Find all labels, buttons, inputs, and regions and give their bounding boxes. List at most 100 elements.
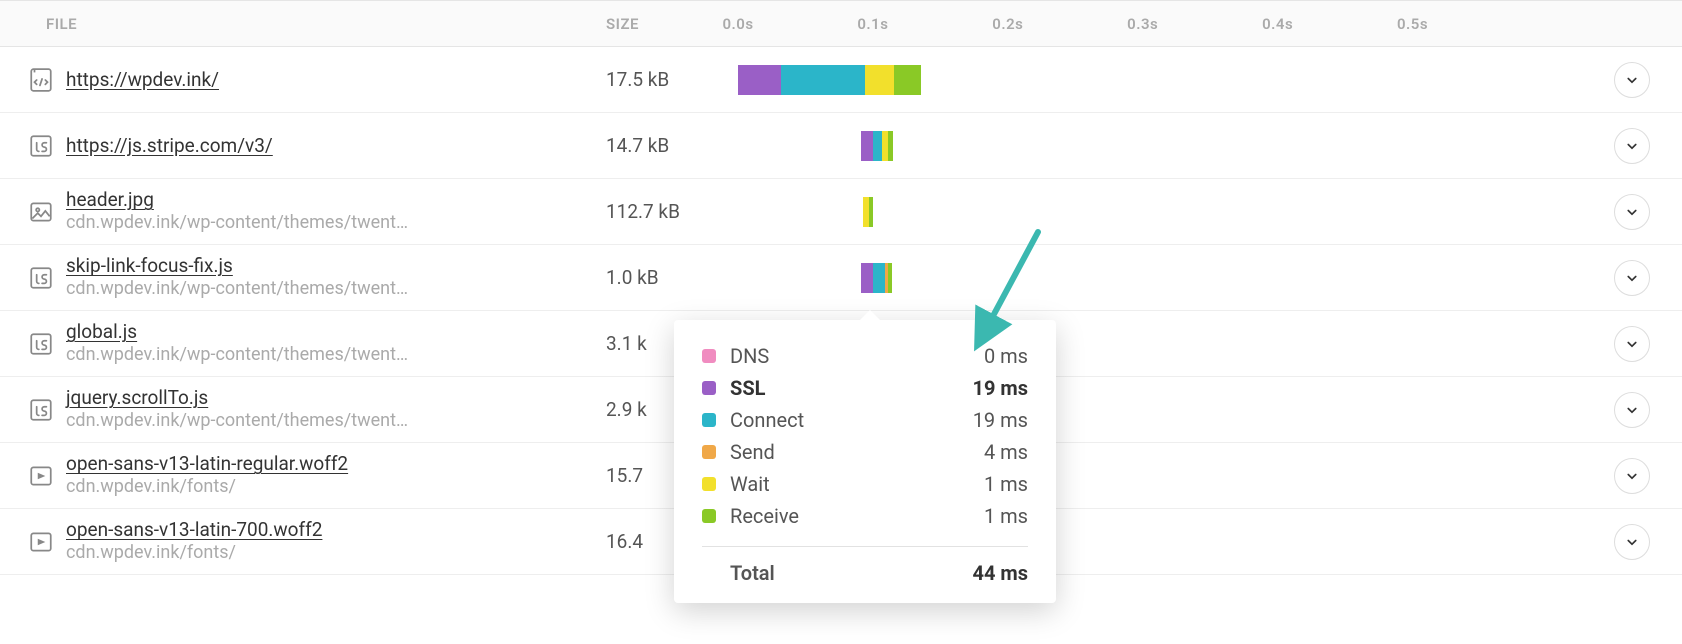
js-icon [28, 133, 54, 159]
tooltip-value: 19 ms [948, 404, 1028, 436]
expand-button[interactable] [1614, 326, 1650, 362]
swatch-receive [702, 509, 716, 523]
chevron-down-icon [1623, 335, 1641, 353]
tooltip-value: 4 ms [948, 436, 1028, 468]
tooltip-label: Wait [730, 468, 948, 500]
swatch-wait [702, 477, 716, 491]
segment-receive [894, 65, 921, 95]
expand-button[interactable] [1614, 392, 1650, 428]
tooltip-row-send: Send4 ms [702, 436, 1028, 468]
table-header: FILE SIZE 0.0s0.1s0.2s0.3s0.4s0.5s [0, 1, 1682, 47]
tick-label: 0.2s [992, 15, 1023, 33]
file-name[interactable]: global.js [66, 320, 408, 344]
tooltip-value: 1 ms [948, 468, 1028, 500]
js-icon [28, 265, 54, 291]
tooltip-total-value: 44 ms [948, 561, 1028, 585]
segment-ssl [861, 263, 873, 293]
file-size: 3.1 k [606, 332, 647, 355]
chevron-down-icon [1623, 137, 1641, 155]
col-header-file[interactable]: FILE [0, 15, 606, 33]
table-row[interactable]: https://wpdev.ink/17.5 kB [0, 47, 1682, 113]
timing-bar[interactable] [861, 263, 892, 293]
tooltip-value: 1 ms [948, 500, 1028, 532]
js-icon [28, 397, 54, 423]
timing-bar[interactable] [738, 65, 921, 95]
font-icon [28, 529, 54, 555]
col-header-timeline: 0.0s0.1s0.2s0.3s0.4s0.5s [726, 1, 1480, 46]
file-name[interactable]: open-sans-v13-latin-700.woff2 [66, 518, 322, 542]
tick-label: 0.1s [857, 15, 888, 33]
expand-button[interactable] [1614, 524, 1650, 560]
chevron-down-icon [1623, 467, 1641, 485]
html-icon [28, 67, 54, 93]
file-name[interactable]: open-sans-v13-latin-regular.woff2 [66, 452, 348, 476]
js-icon [28, 331, 54, 357]
expand-button[interactable] [1614, 62, 1650, 98]
tick-label: 0.3s [1127, 15, 1158, 33]
timing-tooltip: DNS0 msSSL19 msConnect19 msSend4 msWait1… [674, 320, 1056, 603]
segment-ssl [861, 131, 873, 161]
segment-receive [869, 197, 873, 227]
file-size: 14.7 kB [606, 134, 669, 157]
segment-connect [873, 263, 885, 293]
expand-button[interactable] [1614, 128, 1650, 164]
tooltip-total-row: Total 44 ms [702, 546, 1028, 585]
font-icon [28, 463, 54, 489]
table-row[interactable]: header.jpgcdn.wpdev.ink/wp-content/theme… [0, 179, 1682, 245]
tooltip-label: Send [730, 436, 948, 468]
segment-receive [888, 263, 892, 293]
tooltip-label: DNS [730, 340, 948, 372]
timing-bar[interactable] [861, 131, 893, 161]
chevron-down-icon [1623, 533, 1641, 551]
segment-connect [781, 65, 865, 95]
expand-button[interactable] [1614, 260, 1650, 296]
tooltip-row-connect: Connect19 ms [702, 404, 1028, 436]
tooltip-row-ssl: SSL19 ms [702, 372, 1028, 404]
tooltip-label: SSL [730, 372, 948, 404]
expand-button[interactable] [1614, 458, 1650, 494]
file-path: cdn.wpdev.ink/wp-content/themes/twent… [66, 278, 408, 301]
tooltip-label: Receive [730, 500, 948, 532]
swatch-send [702, 445, 716, 459]
timing-bar[interactable] [863, 197, 872, 227]
file-name[interactable]: header.jpg [66, 188, 408, 212]
tick-label: 0.0s [722, 15, 753, 33]
file-size: 15.7 [606, 464, 643, 487]
file-name[interactable]: https://js.stripe.com/v3/ [66, 134, 273, 158]
file-path: cdn.wpdev.ink/wp-content/themes/twent… [66, 410, 408, 433]
tooltip-value: 0 ms [948, 340, 1028, 372]
chevron-down-icon [1623, 401, 1641, 419]
swatch-ssl [702, 381, 716, 395]
expand-button[interactable] [1614, 194, 1650, 230]
file-name[interactable]: skip-link-focus-fix.js [66, 254, 408, 278]
segment-ssl [738, 65, 781, 95]
segment-wait [865, 65, 895, 95]
file-path: cdn.wpdev.ink/wp-content/themes/twent… [66, 212, 408, 235]
file-path: cdn.wpdev.ink/fonts/ [66, 542, 322, 565]
file-path: cdn.wpdev.ink/wp-content/themes/twent… [66, 344, 408, 367]
table-row[interactable]: https://js.stripe.com/v3/14.7 kB [0, 113, 1682, 179]
segment-connect [873, 131, 882, 161]
tooltip-label: Connect [730, 404, 948, 436]
tooltip-value: 19 ms [948, 372, 1028, 404]
img-icon [28, 199, 54, 225]
tooltip-row-receive: Receive1 ms [702, 500, 1028, 532]
file-size: 2.9 k [606, 398, 647, 421]
chevron-down-icon [1623, 269, 1641, 287]
file-path: cdn.wpdev.ink/fonts/ [66, 476, 348, 499]
chevron-down-icon [1623, 203, 1641, 221]
swatch-connect [702, 413, 716, 427]
chevron-down-icon [1623, 71, 1641, 89]
file-size: 112.7 kB [606, 200, 680, 223]
file-name[interactable]: jquery.scrollTo.js [66, 386, 408, 410]
tooltip-row-wait: Wait1 ms [702, 468, 1028, 500]
tooltip-row-dns: DNS0 ms [702, 340, 1028, 372]
col-header-size[interactable]: SIZE [606, 15, 726, 33]
tick-label: 0.5s [1397, 15, 1428, 33]
file-size: 1.0 kB [606, 266, 659, 289]
file-size: 17.5 kB [606, 68, 669, 91]
tooltip-total-label: Total [702, 561, 922, 585]
file-size: 16.4 [606, 530, 643, 553]
file-name[interactable]: https://wpdev.ink/ [66, 68, 219, 92]
table-row[interactable]: skip-link-focus-fix.jscdn.wpdev.ink/wp-c… [0, 245, 1682, 311]
